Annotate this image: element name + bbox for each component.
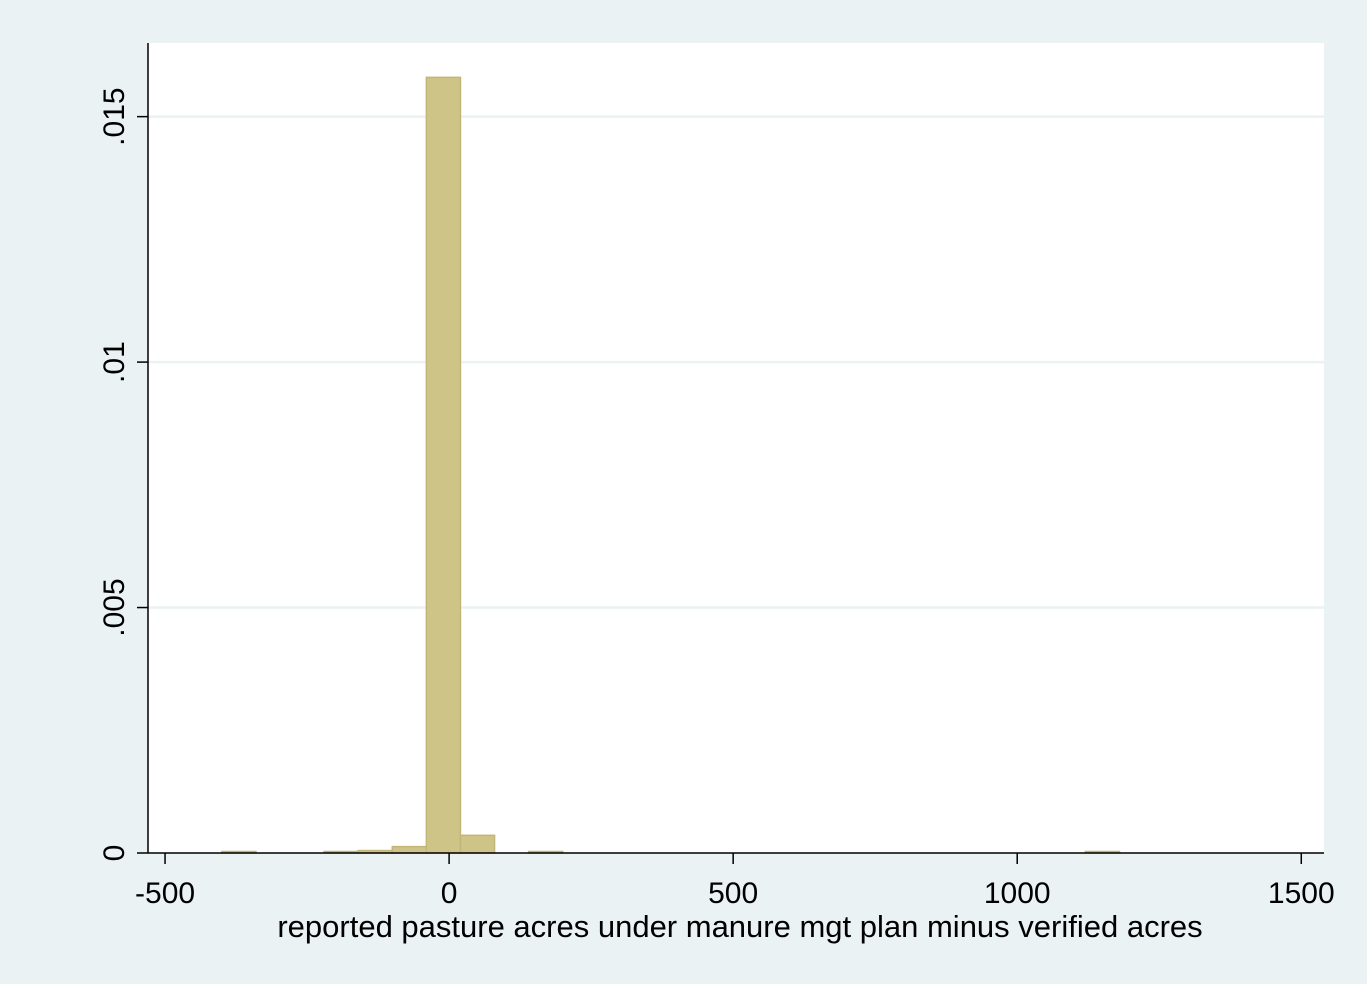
gridlines bbox=[148, 115, 1324, 609]
x-tick-label: 1500 bbox=[1268, 877, 1335, 910]
x-tick-label: 0 bbox=[441, 877, 458, 910]
histogram-bar bbox=[391, 845, 428, 854]
axes bbox=[147, 43, 1324, 854]
x-tick-label: -500 bbox=[135, 877, 195, 910]
bars bbox=[221, 76, 1121, 854]
x-axis-title: reported pasture acres under manure mgt … bbox=[277, 909, 1202, 944]
plot-inner bbox=[148, 43, 1324, 853]
y-tick-label: .015 bbox=[98, 87, 131, 145]
y-tick-label: .005 bbox=[98, 578, 131, 636]
y-tick-label: .01 bbox=[98, 341, 131, 383]
x-tick-label: 500 bbox=[708, 877, 758, 910]
y-tick-label: 0 bbox=[98, 845, 131, 862]
histogram-bar bbox=[425, 76, 462, 854]
x-tick-label: 1000 bbox=[984, 877, 1051, 910]
histogram-bar bbox=[459, 834, 496, 854]
